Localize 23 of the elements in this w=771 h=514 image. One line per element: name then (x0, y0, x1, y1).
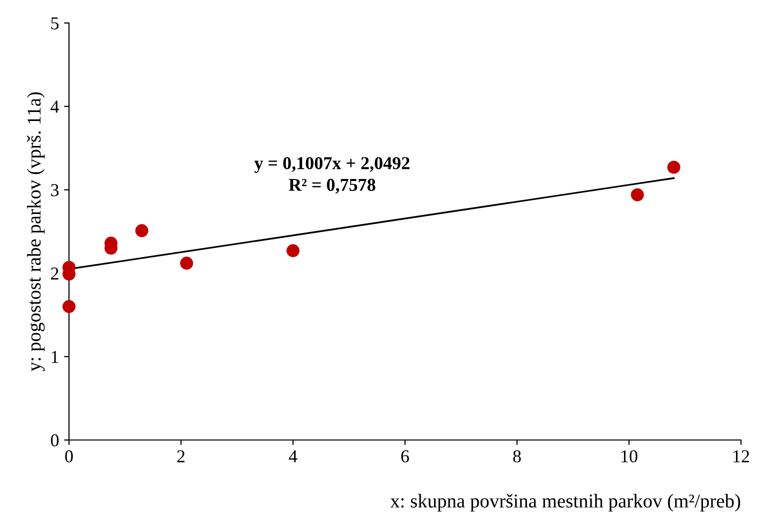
y-tick-label: 4 (50, 100, 59, 113)
point (630, 188, 644, 202)
x-tick-label: 8 (513, 450, 521, 462)
y-tick-label: 5 (51, 17, 59, 30)
x-tick-label: 0 (65, 450, 73, 462)
x-tick-label: 2 (177, 450, 185, 462)
point (180, 256, 194, 270)
x-tick-label: 10 (622, 450, 638, 462)
point (62, 300, 76, 314)
x-axis-title: x: skupna površina mestnih parkov (m²/preb) (390, 494, 740, 512)
y-axis-title: y: pogostost rabe parkov (vprš. 11a) (26, 92, 45, 372)
y-tick-label: 1 (52, 350, 58, 363)
x-tick-label: 12 (734, 450, 750, 462)
annotation: R² = 0,7578 (288, 178, 376, 194)
point (135, 224, 148, 238)
annotation: y = 0,1007x + 2,0492 (254, 157, 410, 173)
point (286, 244, 300, 258)
x-tick-label: 6 (401, 450, 409, 462)
point (667, 160, 680, 174)
y-tick-label: 3 (51, 184, 59, 196)
x-tick-label: 4 (288, 450, 298, 462)
y-tick-label: 2 (51, 268, 58, 280)
y-tick-label: 0 (50, 434, 59, 446)
